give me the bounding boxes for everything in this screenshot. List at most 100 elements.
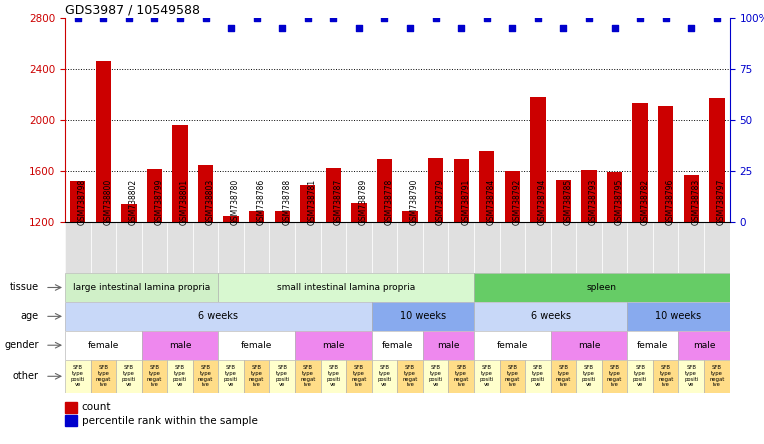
Bar (576, 360, 602, 393)
Text: GDS3987 / 10549588: GDS3987 / 10549588 (65, 4, 200, 16)
Text: SFB
type
positi
ve: SFB type positi ve (531, 365, 545, 388)
Bar (448, 360, 474, 393)
Text: SFB
type
negat
ive: SFB type negat ive (658, 365, 673, 388)
Text: 10 weeks: 10 weeks (656, 311, 701, 321)
Bar (65, 402, 77, 413)
Bar (167, 360, 193, 393)
Text: large intestinal lamina propria: large intestinal lamina propria (73, 283, 210, 292)
Text: SFB
type
negat
ive: SFB type negat ive (555, 365, 571, 388)
Text: male: male (437, 341, 460, 350)
Point (507, 24, 519, 32)
Bar (428, 158, 443, 222)
Point (327, 14, 339, 21)
Text: SFB
type
positi
ve: SFB type positi ve (121, 365, 136, 388)
Bar (555, 180, 571, 222)
Bar (474, 273, 730, 302)
Bar (141, 360, 167, 393)
Bar (223, 216, 239, 222)
Bar (576, 222, 602, 273)
Point (634, 14, 646, 21)
Text: GSM738780: GSM738780 (231, 178, 240, 225)
Bar (500, 222, 525, 273)
Bar (403, 211, 418, 222)
Text: GSM738782: GSM738782 (640, 178, 649, 225)
Text: GSM738797: GSM738797 (717, 178, 726, 225)
Bar (65, 331, 141, 360)
Bar (219, 273, 474, 302)
Bar (474, 331, 551, 360)
Bar (65, 415, 77, 426)
Text: male: male (169, 341, 191, 350)
Point (199, 14, 212, 21)
Text: GSM738795: GSM738795 (614, 178, 623, 225)
Bar (505, 171, 520, 222)
Text: GSM738794: GSM738794 (538, 178, 547, 225)
Text: age: age (21, 311, 39, 321)
Bar (116, 222, 141, 273)
Text: SFB
type
negat
ive: SFB type negat ive (249, 365, 264, 388)
Point (174, 14, 186, 21)
Point (123, 14, 135, 21)
Bar (684, 175, 699, 222)
Bar (65, 302, 372, 331)
Text: SFB
type
positi
ve: SFB type positi ve (275, 365, 290, 388)
Bar (397, 222, 422, 273)
Text: GSM738802: GSM738802 (129, 178, 138, 225)
Bar (372, 331, 422, 360)
Text: GSM738786: GSM738786 (257, 178, 266, 225)
Point (404, 24, 416, 32)
Text: gender: gender (5, 340, 39, 350)
Point (481, 14, 493, 21)
Text: SFB
type
negat
ive: SFB type negat ive (96, 365, 111, 388)
Text: SFB
type
negat
ive: SFB type negat ive (403, 365, 418, 388)
Bar (422, 222, 448, 273)
Text: female: female (88, 341, 119, 350)
Text: GSM738800: GSM738800 (103, 178, 112, 225)
Bar (141, 222, 167, 273)
Text: GSM738784: GSM738784 (487, 178, 496, 225)
Bar (709, 98, 724, 222)
Point (378, 14, 390, 21)
Bar (121, 204, 137, 222)
Bar (474, 222, 500, 273)
Bar (173, 125, 188, 222)
Point (532, 14, 544, 21)
Text: GSM738788: GSM738788 (282, 178, 291, 225)
Bar (372, 302, 474, 331)
Point (685, 24, 698, 32)
Bar (116, 360, 141, 393)
Text: 6 weeks: 6 weeks (199, 311, 238, 321)
Point (429, 14, 442, 21)
Bar (551, 360, 576, 393)
Text: SFB
type
negat
ive: SFB type negat ive (198, 365, 213, 388)
Text: SFB
type
positi
ve: SFB type positi ve (633, 365, 647, 388)
Bar (372, 222, 397, 273)
Bar (678, 331, 730, 360)
Point (455, 24, 468, 32)
Bar (244, 222, 270, 273)
Text: female: female (637, 341, 668, 350)
Text: GSM738783: GSM738783 (691, 178, 701, 225)
Text: SFB
type
negat
ive: SFB type negat ive (147, 365, 162, 388)
Text: female: female (381, 341, 413, 350)
Text: GSM738799: GSM738799 (154, 178, 163, 225)
Text: GSM738798: GSM738798 (78, 178, 87, 225)
Text: GSM738785: GSM738785 (564, 178, 572, 225)
Point (583, 14, 595, 21)
Text: SFB
type
negat
ive: SFB type negat ive (709, 365, 724, 388)
Bar (422, 331, 474, 360)
Text: 6 weeks: 6 weeks (531, 311, 571, 321)
Bar (627, 331, 678, 360)
Bar (602, 222, 627, 273)
Text: GSM738781: GSM738781 (308, 178, 317, 225)
Bar (372, 360, 397, 393)
Text: SFB
type
negat
ive: SFB type negat ive (505, 365, 520, 388)
Bar (65, 360, 90, 393)
Point (353, 24, 365, 32)
Text: 10 weeks: 10 weeks (400, 311, 446, 321)
Bar (351, 203, 367, 222)
Text: SFB
type
positi
ve: SFB type positi ve (70, 365, 85, 388)
Bar (321, 360, 346, 393)
Bar (500, 360, 525, 393)
Bar (525, 222, 551, 273)
